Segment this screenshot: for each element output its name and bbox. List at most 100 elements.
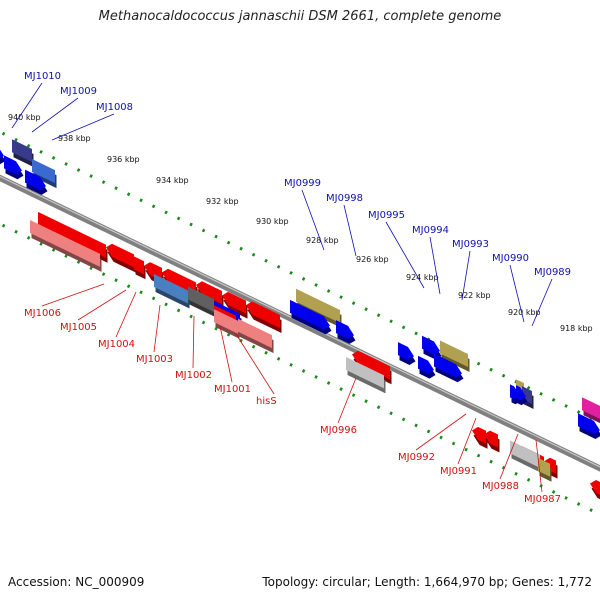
forward-tick-mark bbox=[214, 234, 218, 239]
forward-gene bbox=[578, 413, 600, 434]
reverse-tick-mark bbox=[414, 423, 418, 428]
forward-tick-mark bbox=[151, 204, 156, 209]
reverse-tick-mark bbox=[151, 296, 156, 301]
reverse-tick-mark bbox=[364, 399, 368, 404]
forward-tick-mark bbox=[326, 289, 331, 293]
forward-tick-mark bbox=[489, 367, 493, 372]
reverse-gene bbox=[196, 281, 222, 304]
gene-label-mj1008: MJ1008 bbox=[96, 102, 133, 113]
label-leader-line bbox=[415, 413, 467, 451]
gene-label-mj1003: MJ1003 bbox=[136, 354, 173, 365]
gene-label-mj1009: MJ1009 bbox=[60, 86, 97, 97]
reverse-tick-mark bbox=[51, 248, 56, 252]
label-leader-line bbox=[41, 283, 105, 307]
forward-tick-mark bbox=[501, 373, 506, 378]
kbp-label: 922 kbp bbox=[458, 291, 491, 300]
forward-gene bbox=[296, 288, 340, 324]
reverse-gene bbox=[154, 274, 188, 304]
forward-tick-mark bbox=[314, 283, 318, 287]
kbp-label: 920 kbp bbox=[508, 308, 541, 317]
reverse-gene bbox=[188, 286, 214, 313]
gene-label-mj0998: MJ0998 bbox=[326, 193, 363, 204]
forward-tick-mark bbox=[1, 131, 6, 136]
reverse-tick-mark bbox=[251, 344, 256, 349]
genome-summary: Topology: circular; Length: 1,664,970 bp… bbox=[262, 575, 592, 589]
kbp-label: 928 kbp bbox=[306, 236, 339, 245]
reverse-tick-mark bbox=[526, 477, 531, 482]
label-leader-line bbox=[509, 264, 525, 323]
gene-label-mj0994: MJ0994 bbox=[412, 225, 449, 236]
forward-tick-mark bbox=[176, 216, 181, 221]
forward-tick-mark bbox=[564, 404, 568, 408]
label-leader-line bbox=[51, 113, 115, 141]
reverse-gene bbox=[246, 301, 280, 329]
reverse-tick-mark bbox=[389, 411, 393, 416]
reverse-tick-mark bbox=[201, 320, 206, 325]
kbp-label: 940 kbp bbox=[8, 113, 41, 122]
forward-tick-mark bbox=[289, 271, 293, 275]
reverse-gene bbox=[484, 430, 498, 448]
forward-tick-mark bbox=[301, 277, 306, 281]
reverse-tick-mark bbox=[126, 284, 131, 289]
genome-title: Methanocaldococcus jannaschii DSM 2661, … bbox=[98, 9, 502, 24]
reverse-tick-mark bbox=[164, 302, 168, 307]
kbp-label: 924 kbp bbox=[406, 273, 439, 282]
gene-label-mj0993: MJ0993 bbox=[452, 239, 489, 250]
reverse-tick-mark bbox=[376, 405, 381, 410]
gene-label-mj0988: MJ0988 bbox=[482, 481, 519, 492]
forward-tick-mark bbox=[351, 301, 356, 306]
gene-label-mj1001: MJ1001 bbox=[214, 384, 251, 395]
gene-label-mj1010: MJ1010 bbox=[24, 71, 61, 82]
forward-tick-mark bbox=[26, 143, 31, 148]
forward-tick-mark bbox=[76, 168, 81, 172]
reverse-tick-mark bbox=[289, 363, 293, 367]
gene-label-mj1005: MJ1005 bbox=[60, 322, 97, 333]
reverse-tick-mark bbox=[64, 254, 68, 258]
label-leader-line bbox=[461, 250, 471, 301]
reverse-tick-mark bbox=[301, 369, 306, 373]
gene-label-mj0991: MJ0991 bbox=[440, 466, 477, 477]
forward-gene bbox=[516, 385, 526, 401]
forward-gene bbox=[418, 355, 434, 374]
forward-gene bbox=[398, 342, 414, 360]
reverse-tick-mark bbox=[276, 356, 281, 361]
backbone bbox=[0, 174, 600, 472]
reverse-tick-mark bbox=[76, 260, 81, 264]
reverse-gene bbox=[134, 256, 144, 275]
forward-tick-mark bbox=[14, 137, 18, 142]
reverse-gene bbox=[510, 440, 540, 468]
reverse-tick-mark bbox=[589, 508, 593, 512]
accession-label: Accession: NC_000909 bbox=[8, 575, 145, 589]
label-leader-line bbox=[153, 304, 161, 353]
label-leader-line bbox=[192, 315, 195, 369]
forward-gene bbox=[422, 335, 440, 355]
forward-tick-mark bbox=[364, 307, 368, 312]
reverse-tick-mark bbox=[401, 417, 406, 422]
forward-tick-mark bbox=[389, 319, 393, 324]
forward-tick-mark bbox=[539, 392, 543, 396]
reverse-tick-mark bbox=[564, 496, 568, 500]
forward-tick-mark bbox=[39, 150, 43, 154]
forward-gene bbox=[25, 169, 46, 190]
reverse-tick-mark bbox=[214, 326, 218, 331]
reverse-tick-mark bbox=[189, 314, 193, 319]
gene-label-mj1002: MJ1002 bbox=[175, 370, 212, 381]
forward-tick-mark bbox=[139, 198, 143, 203]
forward-gene bbox=[32, 158, 55, 184]
reverse-tick-mark bbox=[489, 459, 493, 464]
kbp-label: 936 kbp bbox=[107, 155, 140, 164]
forward-tick-mark bbox=[264, 258, 268, 263]
kbp-label: 930 kbp bbox=[256, 217, 289, 226]
reverse-tick-mark bbox=[39, 242, 43, 246]
label-leader-line bbox=[235, 333, 275, 395]
label-leader-line bbox=[301, 189, 325, 251]
reverse-tick-mark bbox=[314, 375, 318, 379]
gene-label-hiss: hisS bbox=[256, 396, 277, 407]
gene-label-mj0990: MJ0990 bbox=[492, 253, 529, 264]
label-leader-line bbox=[535, 439, 543, 493]
reverse-tick-mark bbox=[576, 502, 581, 506]
reverse-gene bbox=[472, 426, 486, 444]
forward-gene bbox=[12, 139, 32, 162]
reverse-tick-mark bbox=[451, 441, 456, 446]
